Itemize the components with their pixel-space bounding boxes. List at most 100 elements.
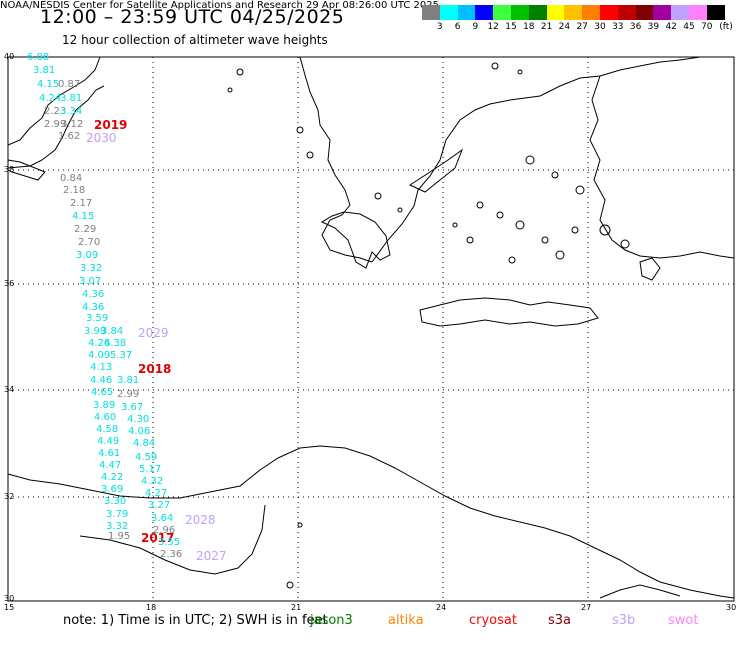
legend-tick: 36 xyxy=(629,22,642,32)
track-label: 3.34 xyxy=(60,106,83,117)
track-label: 4.15 xyxy=(37,79,60,90)
track-label: 4.15 xyxy=(72,211,95,222)
track-label: 4.38 xyxy=(104,338,127,349)
lat-label-40: 40 xyxy=(4,52,15,61)
legend-tick: 12 xyxy=(487,22,499,32)
lon-label-21: 21 xyxy=(291,603,302,612)
track-label: 2027 xyxy=(196,549,227,563)
track-label: 2.70 xyxy=(78,237,101,248)
legend-swatch xyxy=(617,5,636,20)
credit-line: NOAA/NESDIS Center for Satellite Applica… xyxy=(0,0,439,11)
satellite-swot: swot xyxy=(668,613,698,628)
legend-tick: 15 xyxy=(505,22,517,32)
satellite-s3a: s3a xyxy=(548,613,571,628)
legend-tick: 6 xyxy=(454,22,461,32)
track-label: 3.84 xyxy=(101,326,124,337)
satellite-s3b-label: s3b xyxy=(612,613,636,628)
map-frame xyxy=(7,56,735,602)
legend-swatch xyxy=(706,5,725,20)
legend-tick: 33 xyxy=(612,22,624,32)
legend-tick: 9 xyxy=(472,22,479,32)
legend-swatch xyxy=(511,5,529,20)
satellite-jason3-label: jason3 xyxy=(310,613,353,628)
track-label: 2029 xyxy=(138,326,169,340)
lon-label-27: 27 xyxy=(581,603,592,612)
track-label: 4.47 xyxy=(99,460,122,471)
track-label: 3.27 xyxy=(148,500,171,511)
lat-label-36: 36 xyxy=(4,279,15,288)
track-label: 2.29 xyxy=(74,224,97,235)
footer-note: note: 1) Time is in UTC; 2) SWH is in fe… xyxy=(63,613,328,628)
track-label: 2.17 xyxy=(70,198,93,209)
track-label: 4.27 xyxy=(145,488,168,499)
track-label: 4.84 xyxy=(133,438,156,449)
track-label: 4.30 xyxy=(127,414,150,425)
track-label: 3.59 xyxy=(86,313,109,324)
lat-label-34: 34 xyxy=(4,385,15,394)
satellite-s3b: s3b xyxy=(612,613,635,628)
track-label: 2.99 xyxy=(44,119,67,130)
legend-swatch xyxy=(689,5,707,20)
track-label: 2.96 xyxy=(153,525,176,536)
track-label: 1.95 xyxy=(108,531,131,542)
track-label: 3.89 xyxy=(93,400,116,411)
track-label: 4.09 xyxy=(88,350,111,361)
legend-tick: 21 xyxy=(540,22,553,32)
track-label: 5.37 xyxy=(110,350,133,361)
track-label: 2030 xyxy=(86,131,117,145)
legend-swatch xyxy=(475,5,494,20)
legend-swatch xyxy=(671,5,689,20)
satellite-swot-label: swot xyxy=(668,613,699,628)
satellite-altika: altika xyxy=(388,613,424,628)
legend-tick: 3 xyxy=(436,22,443,32)
satellite-altika-label: altika xyxy=(388,613,424,628)
legend-tick: 39 xyxy=(647,22,660,32)
satellite-cryosat: cryosat xyxy=(469,613,517,628)
lon-label-18: 18 xyxy=(146,603,157,612)
track-label: 4.13 xyxy=(90,362,113,373)
satellite-cryosat-label: cryosat xyxy=(469,613,517,628)
track-label: 3.09 xyxy=(76,250,99,261)
legend-tick: 30 xyxy=(594,22,606,32)
legend-swatch xyxy=(582,5,600,20)
legend-tick: 70 xyxy=(701,22,713,32)
legend-swatch xyxy=(600,5,618,20)
legend-tick: 42 xyxy=(665,22,677,32)
track-label: 2.99 xyxy=(117,389,140,400)
legend-tick: 18 xyxy=(523,22,535,32)
track-label: 4.60 xyxy=(94,412,117,423)
legend-swatch xyxy=(564,5,583,20)
track-label: 3.07 xyxy=(79,276,102,287)
track-label: 4.65 xyxy=(91,387,114,398)
coastlines xyxy=(7,56,735,599)
legend-swatch xyxy=(653,5,672,20)
track-label: 4.49 xyxy=(97,436,120,447)
track-label: 4.22 xyxy=(101,472,124,483)
lat-label-30: 30 xyxy=(4,594,15,603)
track-label: 3.99 xyxy=(84,326,107,337)
legend-tick: 45 xyxy=(683,22,695,32)
track-label: 2.23 xyxy=(44,106,67,117)
map-subtitle: 12 hour collection of altimeter wave hei… xyxy=(62,33,328,47)
track-label: 3.81 xyxy=(33,65,56,76)
track-label: 0.84 xyxy=(60,173,83,184)
track-label: 4.58 xyxy=(96,424,119,435)
legend-swatch xyxy=(439,5,458,20)
legend-tick: 27 xyxy=(576,22,588,32)
track-label: 3.81 xyxy=(60,93,83,104)
track-label: 2017 xyxy=(141,531,175,545)
track-label: 3.55 xyxy=(158,537,181,548)
lon-label-24: 24 xyxy=(436,603,447,612)
track-label: 3.81 xyxy=(117,375,140,386)
legend-swatch xyxy=(635,5,654,20)
track-label: 3.79 xyxy=(106,509,129,520)
track-label: 4.59 xyxy=(135,452,158,463)
legend-tick: 24 xyxy=(558,22,571,32)
track-label: 2.18 xyxy=(63,185,86,196)
legend-swatch xyxy=(457,5,476,20)
legend-unit: (ft) xyxy=(719,22,733,32)
map-title: 12:00 – 23:59 UTC 04/25/2025 xyxy=(40,6,345,28)
legend-swatch xyxy=(493,5,511,20)
track-label: 1.62 xyxy=(58,131,81,142)
legend-swatch xyxy=(546,5,565,20)
